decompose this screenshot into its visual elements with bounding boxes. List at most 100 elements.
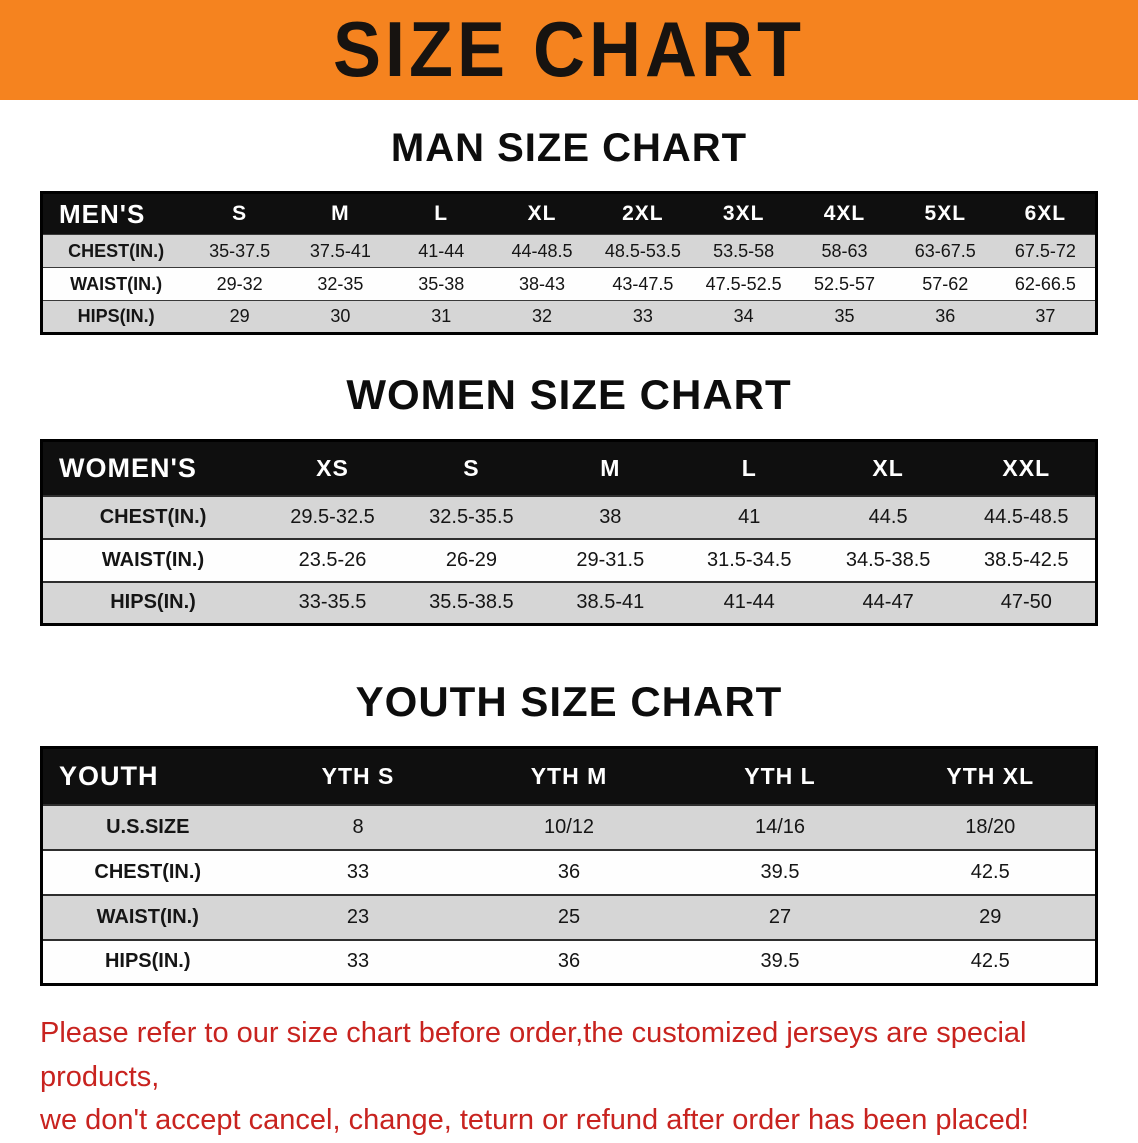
size-column-header: XS: [263, 440, 402, 496]
size-value: 31.5-34.5: [679, 537, 819, 582]
row-label: HIPS(IN.): [41, 580, 264, 625]
size-value: 38.5-42.5: [957, 537, 1097, 582]
size-value: 26-29: [401, 537, 541, 582]
size-column-header: 3XL: [693, 192, 795, 235]
size-value: 32-35: [290, 267, 391, 301]
table-header-row: WOMEN'S XS S M L XL XXL: [41, 440, 1097, 496]
women-section-heading: WOMEN SIZE CHART: [346, 371, 792, 418]
size-value: 29: [885, 893, 1097, 940]
size-value: 44.5-48.5: [957, 494, 1097, 539]
table-corner-label: YOUTH: [41, 747, 253, 805]
size-value: 35-38: [390, 267, 492, 301]
size-value: 31: [390, 300, 492, 334]
size-value: 53.5-58: [693, 234, 795, 268]
table-row: HIPS(IN.) 29 30 31 32 33 34 35 36 37: [41, 300, 1097, 334]
size-column-header: XXL: [957, 440, 1097, 496]
size-column-header: 5XL: [894, 192, 996, 235]
size-value: 39.5: [674, 848, 886, 895]
youth-size-table: YOUTH YTH S YTH M YTH L YTH XL U.S.SIZE 8 10/12…: [40, 746, 1098, 986]
size-value: 48.5-53.5: [592, 234, 694, 268]
size-value: 47.5-52.5: [693, 267, 795, 301]
size-value: 38-43: [491, 267, 593, 301]
youth-section-heading: YOUTH SIZE CHART: [355, 678, 783, 725]
size-value: 29: [189, 300, 290, 334]
table-header-row: MEN'S S M L XL 2XL 3XL 4XL 5XL 6XL: [41, 192, 1097, 235]
table-row: HIPS(IN.) 33 36 39.5 42.5: [41, 938, 1097, 985]
size-column-header: M: [290, 192, 391, 235]
banner-title: SIZE CHART: [333, 6, 805, 94]
size-value: 29-32: [189, 267, 290, 301]
table-row: U.S.SIZE 8 10/12 14/16 18/20: [41, 803, 1097, 850]
size-value: 33-35.5: [263, 580, 402, 625]
size-value: 30: [290, 300, 391, 334]
row-label: WAIST(IN.): [41, 893, 253, 940]
size-value: 41-44: [390, 234, 492, 268]
size-chart-banner: SIZE CHART: [0, 0, 1138, 100]
size-column-header: L: [390, 192, 492, 235]
size-value: 8: [252, 803, 464, 850]
size-value: 41: [679, 494, 819, 539]
row-label: WAIST(IN.): [41, 537, 264, 582]
size-value: 62-66.5: [995, 267, 1097, 301]
size-value: 10/12: [463, 803, 675, 850]
size-value: 18/20: [885, 803, 1097, 850]
size-value: 43-47.5: [592, 267, 694, 301]
table-row: WAIST(IN.) 23.5-26 26-29 29-31.5 31.5-34.5 34…: [41, 537, 1097, 582]
table-row: CHEST(IN.) 35-37.5 37.5-41 41-44 44-48.5 48.5…: [41, 234, 1097, 268]
size-value: 36: [463, 938, 675, 985]
size-value: 35-37.5: [189, 234, 290, 268]
size-value: 33: [252, 848, 464, 895]
size-value: 42.5: [885, 848, 1097, 895]
row-label: CHEST(IN.): [41, 494, 264, 539]
table-row: CHEST(IN.) 33 36 39.5 42.5: [41, 848, 1097, 895]
size-value: 41-44: [679, 580, 819, 625]
size-value: 67.5-72: [995, 234, 1097, 268]
size-value: 42.5: [885, 938, 1097, 985]
size-value: 23: [252, 893, 464, 940]
man-section-heading: MAN SIZE CHART: [390, 126, 748, 170]
size-value: 63-67.5: [894, 234, 996, 268]
row-label: CHEST(IN.): [41, 848, 253, 895]
table-corner-label: WOMEN'S: [41, 440, 264, 496]
row-label: HIPS(IN.): [41, 938, 253, 985]
size-value: 25: [463, 893, 675, 940]
row-label: CHEST(IN.): [41, 234, 190, 268]
size-column-header: S: [401, 440, 541, 496]
row-label: HIPS(IN.): [41, 300, 190, 334]
women-size-table: WOMEN'S XS S M L XL XXL CHEST(IN.) 29.5-32.5 32.5…: [40, 439, 1098, 626]
size-value: 57-62: [894, 267, 996, 301]
size-value: 35.5-38.5: [401, 580, 541, 625]
size-column-header: 2XL: [592, 192, 694, 235]
size-value: 29.5-32.5: [263, 494, 402, 539]
table-row: HIPS(IN.) 33-35.5 35.5-38.5 38.5-41 41-44 44-…: [41, 580, 1097, 625]
size-value: 14/16: [674, 803, 886, 850]
size-value: 47-50: [957, 580, 1097, 625]
size-value: 37.5-41: [290, 234, 391, 268]
size-column-header: YTH M: [463, 747, 675, 805]
size-column-header: XL: [491, 192, 593, 235]
size-value: 44-47: [818, 580, 958, 625]
size-value: 23.5-26: [263, 537, 402, 582]
size-value: 33: [592, 300, 694, 334]
row-label: WAIST(IN.): [41, 267, 190, 301]
table-row: WAIST(IN.) 29-32 32-35 35-38 38-43 43-47.5 47.…: [41, 267, 1097, 301]
size-value: 44.5: [818, 494, 958, 539]
size-column-header: L: [679, 440, 819, 496]
size-value: 29-31.5: [540, 537, 680, 582]
size-value: 34: [693, 300, 795, 334]
size-column-header: YTH S: [252, 747, 464, 805]
size-value: 34.5-38.5: [818, 537, 958, 582]
row-label: U.S.SIZE: [41, 803, 253, 850]
size-value: 32: [491, 300, 593, 334]
size-column-header: M: [540, 440, 680, 496]
size-value: 37: [995, 300, 1097, 334]
size-value: 44-48.5: [491, 234, 593, 268]
size-value: 36: [463, 848, 675, 895]
size-column-header: YTH XL: [885, 747, 1097, 805]
table-row: CHEST(IN.) 29.5-32.5 32.5-35.5 38 41 44.5 44.5…: [41, 494, 1097, 539]
size-column-header: YTH L: [674, 747, 886, 805]
disclaimer-line-2: we don't accept cancel, change, teturn o…: [40, 1104, 1029, 1136]
size-column-header: 4XL: [794, 192, 895, 235]
size-value: 36: [894, 300, 996, 334]
disclaimer-line-1: Please refer to our size chart before or…: [40, 1017, 1027, 1093]
